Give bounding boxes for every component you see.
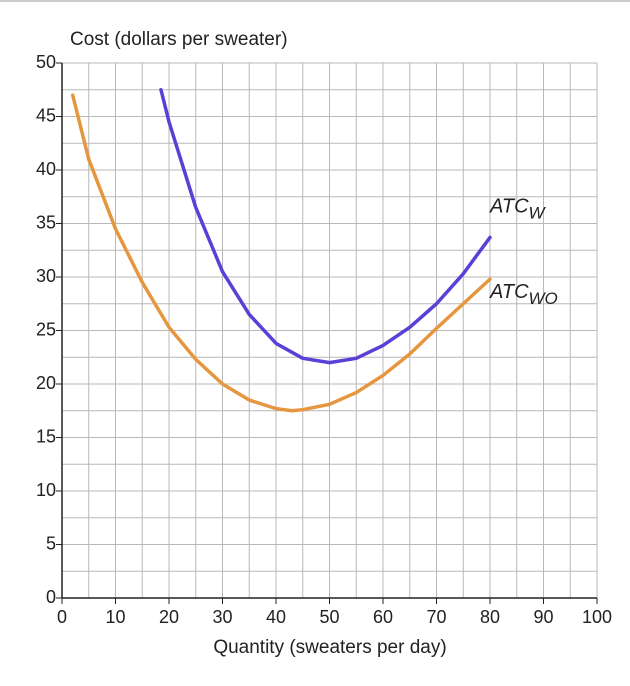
y-tick-label: 10 [36, 480, 56, 500]
series-label-main: ATC [489, 196, 529, 218]
x-axis-title: Quantity (sweaters per day) [213, 637, 446, 658]
x-tick-label: 30 [212, 607, 232, 627]
series-label-sub: W [529, 204, 547, 223]
y-tick-label: 5 [46, 533, 56, 553]
x-tick-label: 60 [373, 607, 393, 627]
y-tick-label: 15 [36, 426, 56, 446]
series-label: ATCW [489, 196, 547, 223]
x-tick-label: 70 [426, 607, 446, 627]
y-axis-title: Cost (dollars per sweater) [70, 29, 288, 50]
x-tick-label: 0 [57, 607, 67, 627]
x-tick-label: 90 [533, 607, 553, 627]
y-tick-label: 0 [46, 587, 56, 607]
line [70, 93, 492, 413]
y-tick-label: 45 [36, 105, 56, 125]
y-tick-label: 20 [36, 373, 56, 393]
x-tick-label: 40 [266, 607, 286, 627]
line [159, 88, 492, 365]
y-tick-label: 40 [36, 159, 56, 179]
series-label: ATCWO [489, 281, 558, 308]
series-label-main: ATC [489, 281, 529, 303]
y-tick-label: 25 [36, 319, 56, 339]
series-label-sub: WO [529, 290, 558, 309]
x-tick-label: 10 [105, 607, 125, 627]
y-tick-label: 50 [36, 52, 56, 72]
x-tick-label: 100 [582, 607, 612, 627]
x-tick-label: 50 [319, 607, 339, 627]
y-tick-label: 30 [36, 266, 56, 286]
x-tick-label: 80 [480, 607, 500, 627]
x-tick-label: 20 [159, 607, 179, 627]
y-tick-label: 35 [36, 212, 56, 232]
